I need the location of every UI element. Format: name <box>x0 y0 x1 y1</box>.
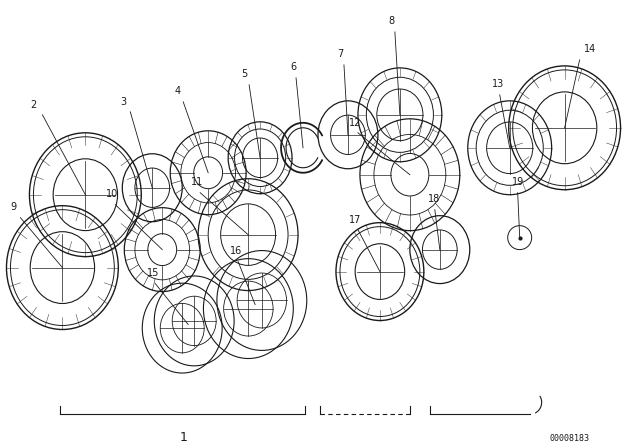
Text: 16: 16 <box>230 246 243 256</box>
Text: 18: 18 <box>428 194 440 204</box>
Text: 1: 1 <box>179 431 187 444</box>
Text: 11: 11 <box>191 177 204 187</box>
Text: 13: 13 <box>492 79 504 89</box>
Text: 3: 3 <box>120 97 127 107</box>
Text: 17: 17 <box>349 215 362 224</box>
Text: 9: 9 <box>10 202 17 211</box>
Text: 5: 5 <box>241 69 248 79</box>
Text: 10: 10 <box>106 189 118 199</box>
Text: 4: 4 <box>174 86 180 96</box>
Text: 00008183: 00008183 <box>550 435 589 444</box>
Text: 19: 19 <box>512 177 524 187</box>
Text: 12: 12 <box>349 118 362 128</box>
Text: 14: 14 <box>584 44 596 54</box>
Text: 15: 15 <box>147 267 159 278</box>
Text: 2: 2 <box>31 100 36 110</box>
Text: 7: 7 <box>337 49 343 59</box>
Text: 6: 6 <box>290 62 296 72</box>
Text: 8: 8 <box>388 16 394 26</box>
